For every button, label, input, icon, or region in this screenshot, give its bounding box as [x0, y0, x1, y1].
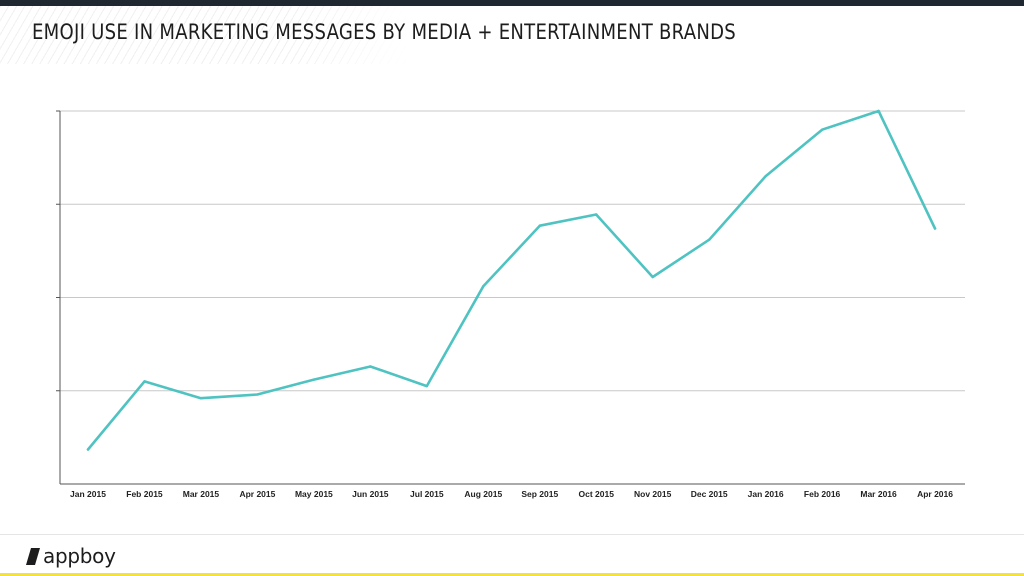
x-tick-label: May 2015: [295, 489, 333, 499]
x-tick-label: Feb 2016: [804, 489, 841, 499]
appboy-logo-icon: [26, 547, 40, 565]
header-hatch-pattern: [0, 6, 410, 64]
x-tick-label: Nov 2015: [634, 489, 672, 499]
top-bar: [0, 0, 1024, 6]
data-point: [651, 275, 654, 279]
data-point: [425, 384, 429, 388]
data-point: [199, 397, 203, 400]
footer-divider: [0, 534, 1024, 535]
data-point: [143, 380, 146, 383]
x-tick-label: Sep 2015: [521, 489, 558, 499]
data-point: [707, 238, 711, 241]
x-tick-label: Mar 2015: [183, 489, 220, 499]
data-point: [595, 213, 598, 216]
x-tick-label: Oct 2015: [579, 489, 615, 499]
chart-series: [86, 109, 937, 451]
x-tick-label: Jan 2016: [748, 489, 784, 499]
x-tick-label: Dec 2015: [691, 489, 728, 499]
x-tick-label: Apr 2015: [239, 489, 275, 499]
data-point: [877, 109, 880, 113]
data-point: [820, 128, 824, 131]
data-point: [933, 227, 937, 230]
data-point: [86, 448, 90, 451]
chart-axes: [59, 111, 965, 485]
x-tick-label: Aug 2015: [464, 489, 502, 499]
data-point: [538, 224, 541, 227]
x-tick-label: Jan 2015: [70, 489, 106, 499]
x-tick-label: Jun 2015: [352, 489, 389, 499]
data-point: [312, 378, 316, 381]
page-title: EMOJI USE IN MARKETING MESSAGES BY MEDIA…: [32, 20, 737, 44]
bottom-accent-bar: [0, 573, 1024, 576]
data-point: [369, 365, 372, 368]
data-point: [256, 393, 259, 396]
x-tick-label: Jul 2015: [410, 489, 444, 499]
x-tick-label: Mar 2016: [860, 489, 897, 499]
brand-logo: appboy: [26, 543, 116, 569]
data-point: [482, 285, 485, 288]
x-tick-labels: Jan 2015 Feb 2015 Mar 2015 Apr 2015 May 2015…: [70, 489, 953, 499]
x-tick-label: Feb 2015: [126, 489, 163, 499]
series-line-0: [86, 109, 937, 451]
chart-gridlines: [56, 110, 965, 392]
logo-text: appboy: [43, 544, 116, 568]
x-tick-label: Apr 2016: [917, 489, 953, 499]
data-point: [764, 175, 767, 178]
